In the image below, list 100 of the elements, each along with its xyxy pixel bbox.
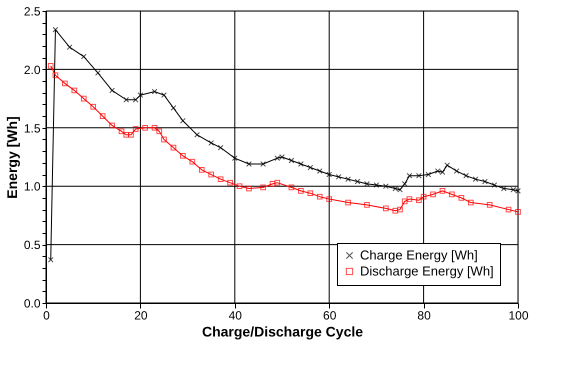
- point: [246, 161, 252, 167]
- point: [66, 44, 72, 50]
- y-axis-title: Energy [Wh]: [4, 116, 20, 199]
- y-tick-label: 1.5: [24, 121, 41, 136]
- point: [180, 118, 186, 124]
- point: [208, 172, 214, 178]
- point: [420, 194, 426, 200]
- point: [109, 122, 115, 128]
- x-tick-label: 100: [508, 308, 529, 322]
- point: [463, 172, 469, 179]
- point: [468, 200, 474, 206]
- point: [354, 178, 360, 184]
- point: [128, 132, 134, 138]
- point: [430, 192, 436, 198]
- x-axis-title: Charge/Discharge Cycle: [202, 324, 364, 340]
- point: [118, 128, 124, 134]
- point: [161, 136, 167, 142]
- point: [397, 206, 403, 212]
- x-tick-label: 40: [228, 308, 242, 322]
- x-tick-label: 0: [43, 308, 50, 322]
- point: [170, 144, 176, 150]
- point: [170, 105, 176, 111]
- point: [100, 113, 106, 119]
- point: [449, 192, 455, 198]
- point: [270, 181, 276, 187]
- point: [458, 195, 464, 201]
- point: [109, 88, 115, 94]
- point: [486, 202, 493, 208]
- point: [48, 63, 54, 69]
- point: [198, 167, 205, 173]
- point: [336, 174, 342, 180]
- point: [52, 72, 58, 78]
- point: [218, 176, 224, 182]
- point: [260, 161, 266, 167]
- point: [123, 132, 130, 138]
- point: [364, 202, 370, 208]
- point: [132, 126, 139, 132]
- point: [472, 176, 478, 182]
- point: [374, 182, 380, 188]
- point: [80, 54, 87, 60]
- y-tick-label: 0.5: [24, 238, 41, 252]
- point: [326, 196, 332, 202]
- point: [95, 70, 101, 76]
- y-tick-label: 2.5: [24, 4, 41, 18]
- legend-label: Charge Energy [Wh]: [360, 248, 478, 262]
- point: [246, 186, 252, 192]
- x-tick-label: 60: [323, 308, 337, 322]
- point: [132, 96, 139, 103]
- point: [316, 194, 323, 200]
- point: [406, 196, 412, 202]
- point: [500, 186, 507, 192]
- point: [298, 161, 304, 167]
- point: [232, 155, 238, 162]
- point: [90, 104, 96, 110]
- x-tick-label: 20: [134, 308, 148, 322]
- point: [326, 172, 332, 178]
- point: [402, 198, 408, 204]
- point: [492, 182, 498, 188]
- point: [62, 80, 68, 86]
- point: [425, 172, 432, 178]
- legend-label: Discharge Energy [Wh]: [360, 264, 494, 278]
- point: [454, 168, 460, 174]
- point: [382, 183, 389, 190]
- x-tick-label: 80: [417, 308, 432, 322]
- point: [227, 180, 233, 186]
- point: [506, 206, 512, 212]
- point: [142, 124, 148, 131]
- point: [382, 206, 389, 212]
- point: [444, 162, 450, 168]
- point: [307, 164, 314, 170]
- point: [416, 172, 422, 179]
- point: [260, 184, 266, 190]
- point: [180, 152, 186, 159]
- point: [482, 178, 488, 184]
- point: [71, 88, 78, 94]
- point: [123, 96, 130, 103]
- y-tick-label: 2.0: [24, 62, 41, 77]
- point: [406, 172, 412, 179]
- point: [52, 26, 58, 33]
- point: [440, 188, 446, 194]
- point: [316, 168, 323, 174]
- point: [194, 132, 200, 138]
- point: [345, 176, 351, 182]
- point: [392, 208, 398, 214]
- point: [288, 158, 294, 164]
- point: [138, 92, 144, 98]
- point: [152, 124, 158, 131]
- y-tick-label: 1.0: [24, 180, 41, 194]
- point: [307, 190, 314, 196]
- point: [156, 128, 162, 134]
- y-tick-label: 0.0: [24, 296, 41, 310]
- point: [152, 88, 158, 94]
- point: [274, 180, 280, 186]
- point: [288, 184, 294, 190]
- point: [298, 188, 304, 194]
- point: [345, 200, 351, 206]
- point: [515, 209, 521, 215]
- point: [208, 140, 214, 146]
- point: [236, 183, 242, 190]
- point: [416, 197, 422, 204]
